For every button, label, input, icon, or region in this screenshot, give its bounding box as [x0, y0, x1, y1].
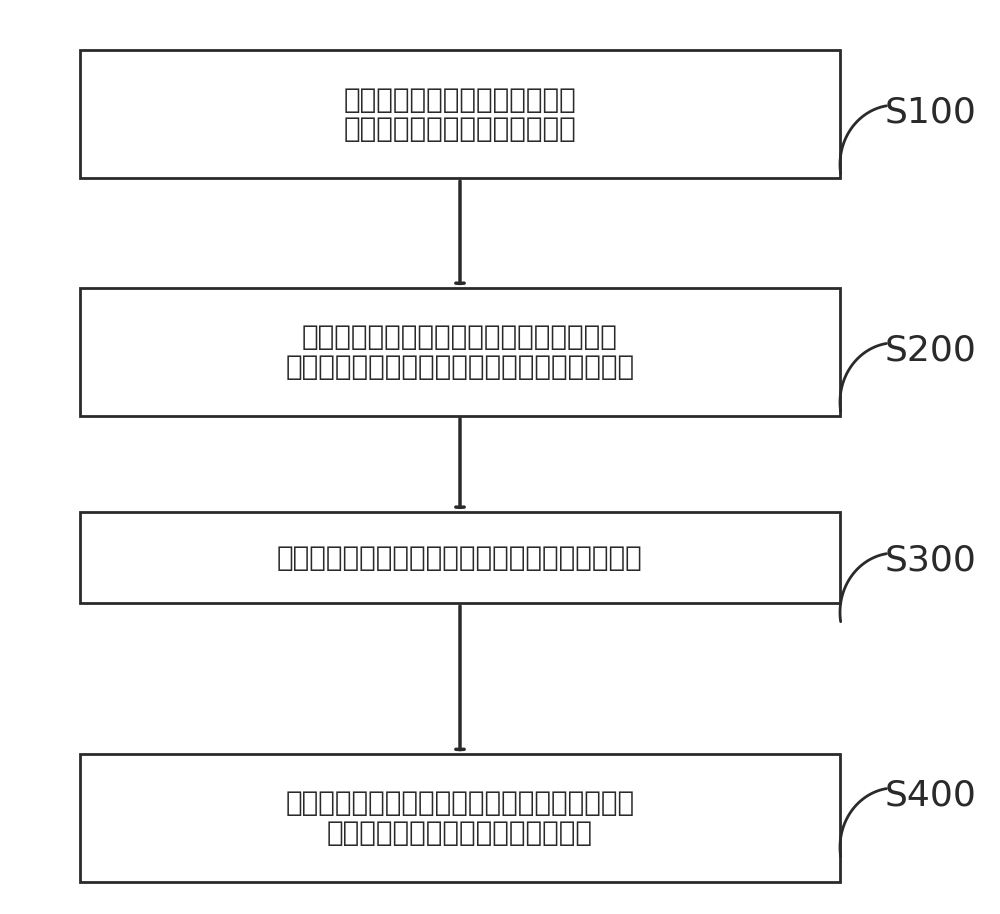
Bar — [80, 288, 840, 416]
Text: S100: S100 — [885, 96, 977, 130]
Text: S400: S400 — [885, 779, 977, 813]
Text: 确定中位数点及其在液相色谱曲线上所对应的值: 确定中位数点及其在液相色谱曲线上所对应的值 — [285, 353, 635, 380]
Text: 进行三次样条插值采用拟合方法替代脉冲干扰点: 进行三次样条插值采用拟合方法替代脉冲干扰点 — [285, 790, 635, 817]
Text: S300: S300 — [885, 544, 977, 578]
Bar — [80, 512, 840, 603]
Text: 收集试验数据建立液相色谱曲线: 收集试验数据建立液相色谱曲线 — [344, 86, 576, 113]
Bar — [80, 50, 840, 178]
Text: 计算测试区段内液相色谱曲线的均值和方差: 计算测试区段内液相色谱曲线的均值和方差 — [302, 324, 618, 351]
Text: 对液相色谱曲线进行分区段测试: 对液相色谱曲线进行分区段测试 — [344, 115, 576, 143]
Bar — [80, 754, 840, 882]
Text: 获取到液去除脉冲干扰的相色谱曲线: 获取到液去除脉冲干扰的相色谱曲线 — [327, 819, 593, 846]
Text: S200: S200 — [885, 334, 977, 367]
Text: 判断中位数点是否为脉冲干扰点，获取脉冲干扰点: 判断中位数点是否为脉冲干扰点，获取脉冲干扰点 — [277, 544, 643, 571]
